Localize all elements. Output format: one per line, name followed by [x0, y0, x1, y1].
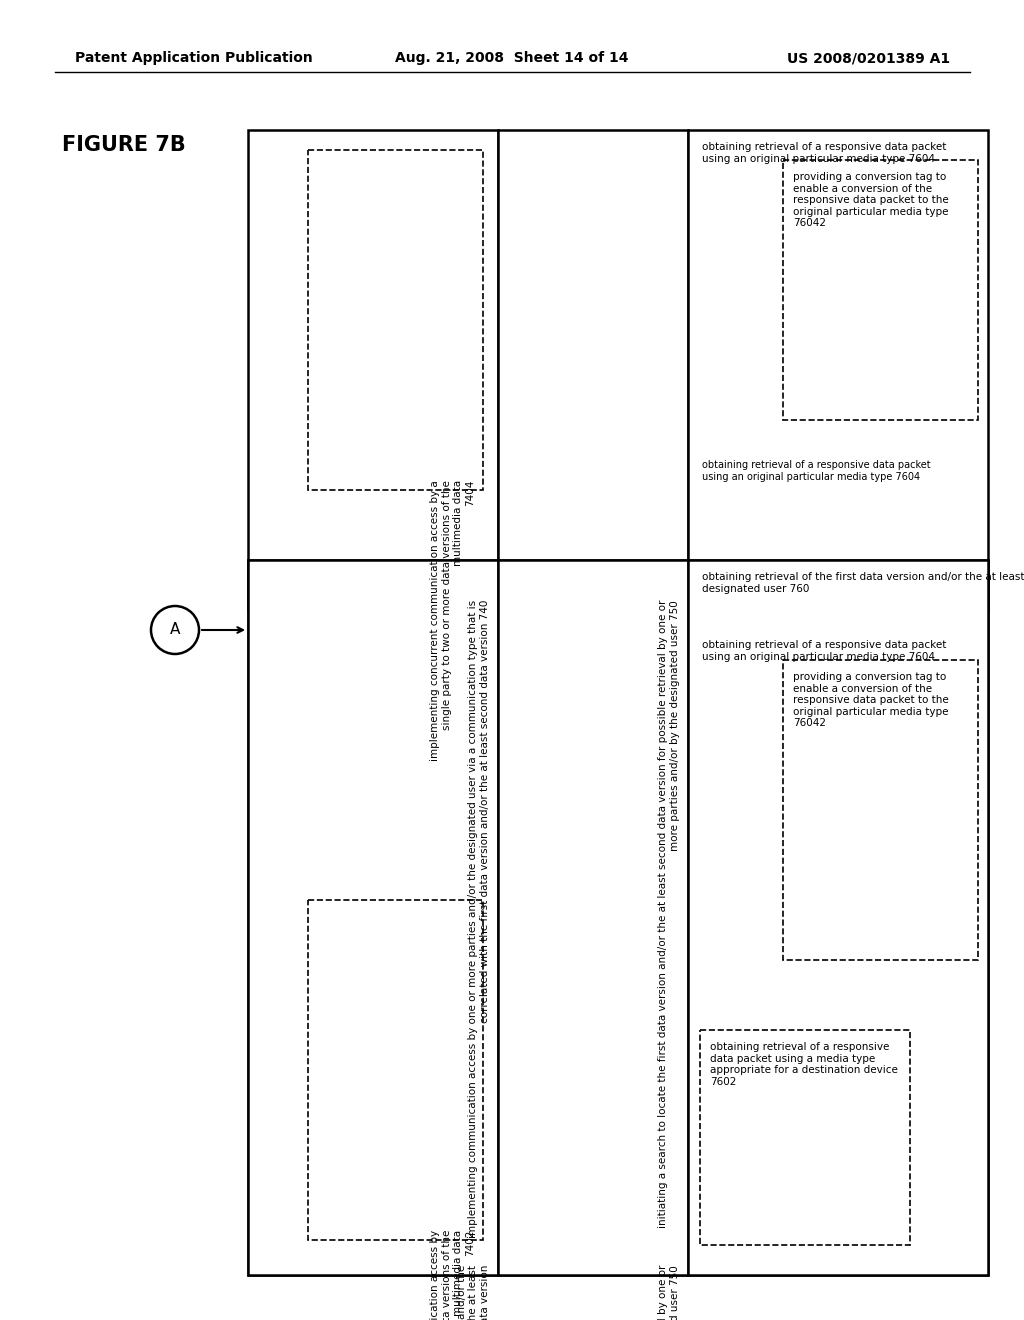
Text: providing a conversion tag to
enable a conversion of the
responsive data packet : providing a conversion tag to enable a c…: [793, 672, 949, 729]
Bar: [308, 900, 483, 1239]
Bar: [498, 560, 688, 1275]
Bar: [248, 560, 988, 1275]
Text: obtaining retrieval of a responsive data packet
using an original particular med: obtaining retrieval of a responsive data…: [702, 459, 931, 482]
Text: initiating a search to locate the first data version and/or the at least second : initiating a search to locate the first …: [658, 601, 680, 1229]
Bar: [700, 1030, 910, 1245]
Bar: [248, 129, 498, 610]
Bar: [688, 560, 988, 1275]
Text: A: A: [170, 623, 180, 638]
Text: US 2008/0201389 A1: US 2008/0201389 A1: [786, 51, 950, 65]
Text: implementing concurrent communication access by
multiple parties to two or more : implementing concurrent communication ac…: [430, 1230, 475, 1320]
Bar: [248, 560, 498, 1275]
Text: Patent Application Publication: Patent Application Publication: [75, 51, 312, 65]
Text: obtaining retrieval of a responsive data packet
using an original particular med: obtaining retrieval of a responsive data…: [702, 143, 946, 164]
Bar: [783, 160, 978, 420]
Text: Aug. 21, 2008  Sheet 14 of 14: Aug. 21, 2008 Sheet 14 of 14: [395, 51, 629, 65]
Bar: [308, 150, 483, 490]
Text: FIGURE 7B: FIGURE 7B: [62, 135, 185, 154]
Bar: [688, 129, 988, 610]
Text: initiating a search to locate the first data version and/or the at least second : initiating a search to locate the first …: [658, 1265, 680, 1320]
Text: implementing communication access by one or more parties and/or the designated u: implementing communication access by one…: [468, 601, 490, 1238]
Bar: [783, 660, 978, 960]
Text: implementing communication access by one or more parties and/or the
first data v: implementing communication access by one…: [457, 1265, 490, 1320]
Text: obtaining retrieval of a responsive data packet
using an original particular med: obtaining retrieval of a responsive data…: [702, 640, 946, 661]
Bar: [498, 129, 688, 610]
Text: obtaining retrieval of the first data version and/or the at least second data ve: obtaining retrieval of the first data ve…: [702, 572, 1024, 594]
Text: providing a conversion tag to
enable a conversion of the
responsive data packet : providing a conversion tag to enable a c…: [793, 172, 949, 228]
Circle shape: [151, 606, 199, 653]
Text: obtaining retrieval of a responsive
data packet using a media type
appropriate f: obtaining retrieval of a responsive data…: [710, 1041, 898, 1086]
Text: implementing concurrent communication access by a
single party to two or more da: implementing concurrent communication ac…: [430, 480, 475, 760]
